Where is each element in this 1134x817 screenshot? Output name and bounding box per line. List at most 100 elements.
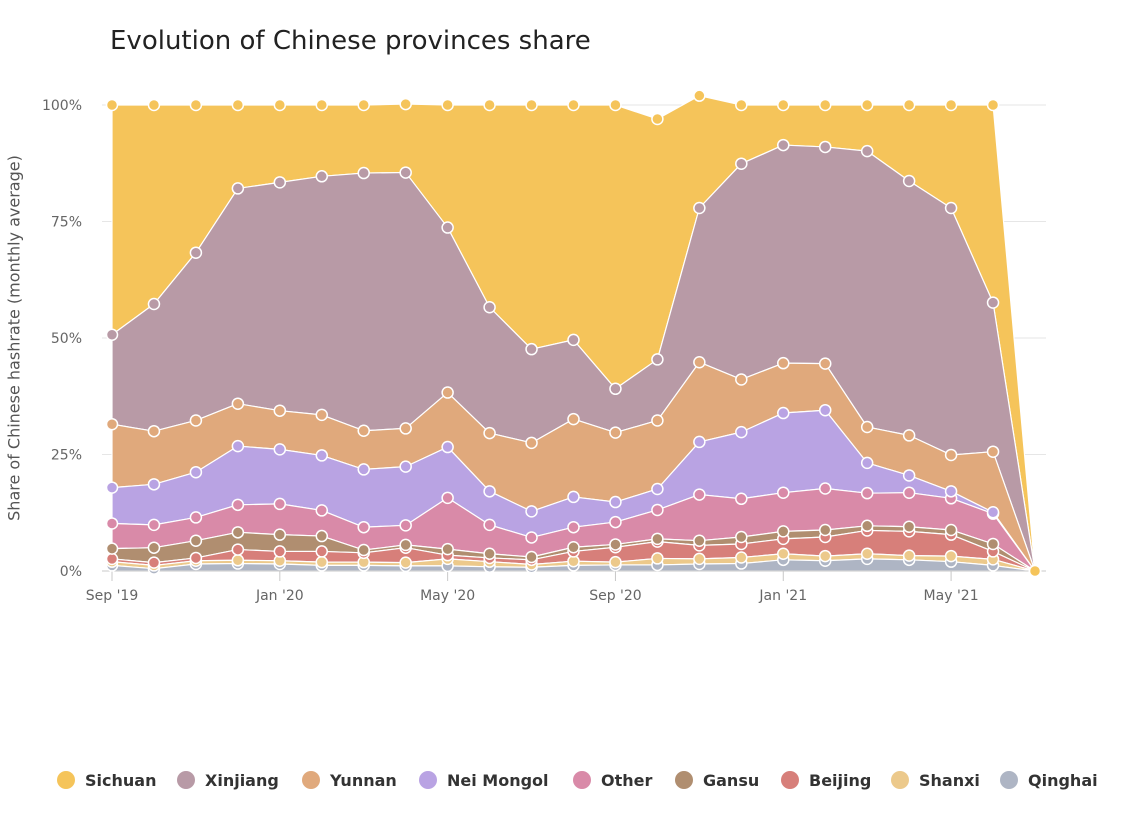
point-xinjiang — [273, 176, 287, 189]
point-gansu — [818, 523, 832, 537]
point-xinjiang — [693, 201, 706, 215]
point-shanxi — [944, 549, 958, 563]
point-shanxi — [818, 549, 832, 563]
legend-item-gansu[interactable]: Gansu — [675, 766, 759, 794]
point-nei-mongol — [189, 465, 203, 479]
legend-swatch — [419, 771, 437, 789]
point-xinjiang — [231, 182, 245, 195]
point-nei-mongol — [902, 469, 916, 482]
point-yunnan — [567, 412, 580, 426]
point-sichuan — [483, 98, 496, 112]
point-xinjiang — [860, 144, 874, 158]
point-other — [567, 520, 580, 534]
legend-item-xinjiang[interactable]: Xinjiang — [177, 766, 279, 794]
point-yunnan — [105, 417, 119, 431]
point-gansu — [944, 523, 958, 537]
point-yunnan — [189, 414, 203, 427]
point-sichuan — [399, 97, 412, 111]
point-other — [399, 519, 412, 532]
legend-item-qinghai[interactable]: Qinghai — [1000, 766, 1098, 794]
point-xinjiang — [483, 300, 496, 314]
point-sichuan — [357, 98, 370, 112]
legend-item-nei-mongol[interactable]: Nei Mongol — [419, 766, 549, 794]
point-yunnan — [735, 373, 748, 386]
point-gansu — [315, 529, 329, 543]
x-tick-label: Sep '19 — [86, 588, 139, 604]
point-gansu — [693, 534, 706, 547]
point-yunnan — [357, 424, 370, 437]
point-gansu — [441, 542, 454, 556]
x-tick-label: May '20 — [420, 588, 475, 604]
point-yunnan — [986, 445, 1000, 458]
point-nei-mongol — [315, 449, 329, 462]
legend-item-other[interactable]: Other — [573, 766, 652, 794]
point-shanxi — [693, 552, 706, 566]
point-sichuan — [902, 98, 916, 112]
point-gansu — [902, 520, 916, 533]
legend-swatch — [177, 771, 195, 789]
point-nei-mongol — [818, 403, 832, 417]
point-shanxi — [609, 555, 622, 569]
point-sichuan — [609, 98, 622, 112]
x-tick-label: Jan '20 — [255, 588, 304, 604]
point-sichuan — [693, 89, 706, 102]
point-xinjiang — [609, 382, 622, 396]
legend-label: Other — [601, 770, 653, 790]
point-nei-mongol — [357, 463, 370, 476]
point-other — [525, 531, 538, 544]
point-other — [189, 511, 203, 524]
point-sichuan — [944, 98, 958, 112]
point-beijing — [231, 543, 245, 556]
legend-item-sichuan[interactable]: Sichuan — [57, 766, 156, 794]
point-yunnan — [399, 422, 412, 435]
point-gansu — [777, 525, 790, 538]
legend-item-yunnan[interactable]: Yunnan — [302, 766, 397, 794]
chart-title: Evolution of Chinese provinces share — [110, 26, 591, 56]
legend: Sichuan Xinjiang Yunnan Nei Mongol Other Gans… — [0, 766, 1134, 794]
point-yunnan — [483, 426, 496, 440]
point-shanxi — [777, 547, 790, 561]
point-xinjiang — [902, 174, 916, 188]
point-xinjiang — [399, 166, 412, 179]
legend-item-shanxi[interactable]: Shanxi — [891, 766, 980, 794]
point-gansu — [357, 543, 370, 557]
legend-item-beijing[interactable]: Beijing — [781, 766, 871, 794]
point-xinjiang — [818, 140, 832, 154]
point-other — [105, 517, 119, 530]
point-yunnan — [273, 404, 287, 417]
point-sichuan — [777, 98, 790, 112]
point-nei-mongol — [651, 482, 664, 496]
point-nei-mongol — [860, 456, 874, 470]
legend-swatch — [1000, 771, 1018, 789]
point-beijing — [147, 556, 161, 569]
point-xinjiang — [189, 246, 203, 259]
point-other — [441, 491, 454, 505]
legend-swatch — [302, 771, 320, 789]
point-other — [483, 518, 496, 532]
point-xinjiang — [147, 297, 161, 311]
point-nei-mongol — [525, 505, 538, 518]
point-gansu — [273, 528, 287, 541]
point-sichuan — [315, 98, 329, 112]
legend-label: Nei Mongol — [447, 770, 549, 790]
point-shanxi — [651, 552, 664, 565]
point-xinjiang — [777, 138, 790, 152]
point-yunnan — [693, 355, 706, 369]
point-sichuan — [986, 98, 1000, 112]
point-yunnan — [902, 429, 916, 442]
point-nei-mongol — [986, 506, 1000, 519]
point-other — [735, 492, 748, 506]
point-gansu — [525, 550, 538, 564]
point-yunnan — [315, 408, 329, 422]
x-tick-label: May '21 — [924, 588, 979, 604]
point-xinjiang — [567, 333, 580, 347]
point-nei-mongol — [693, 435, 706, 449]
point-sichuan — [105, 98, 119, 112]
point-yunnan — [777, 356, 790, 370]
point-shanxi — [399, 556, 412, 569]
point-yunnan — [441, 386, 454, 399]
point-nei-mongol — [567, 490, 580, 504]
legend-label: Xinjiang — [205, 770, 279, 790]
point-sichuan — [525, 98, 538, 112]
point-sichuan — [231, 98, 245, 112]
